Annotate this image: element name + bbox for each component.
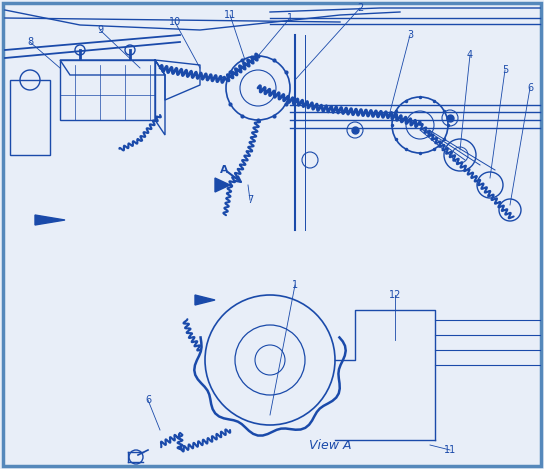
Text: 10: 10 xyxy=(169,17,181,27)
Polygon shape xyxy=(195,295,215,305)
Text: 1: 1 xyxy=(287,13,293,23)
Text: 12: 12 xyxy=(389,290,401,300)
Text: 6: 6 xyxy=(527,83,533,93)
Text: 8: 8 xyxy=(27,37,33,47)
Polygon shape xyxy=(215,178,230,192)
Text: 2: 2 xyxy=(357,3,363,13)
Text: A: A xyxy=(220,165,228,175)
Text: 11: 11 xyxy=(444,445,456,455)
Text: View A: View A xyxy=(309,439,351,452)
Text: 9: 9 xyxy=(97,25,103,35)
Text: 1: 1 xyxy=(292,280,298,290)
Text: 11: 11 xyxy=(224,10,236,20)
Polygon shape xyxy=(35,215,65,225)
Text: 5: 5 xyxy=(502,65,508,75)
Text: 3: 3 xyxy=(407,30,413,40)
Text: 7: 7 xyxy=(247,195,253,205)
Text: 4: 4 xyxy=(467,50,473,60)
Text: 6: 6 xyxy=(145,395,151,405)
